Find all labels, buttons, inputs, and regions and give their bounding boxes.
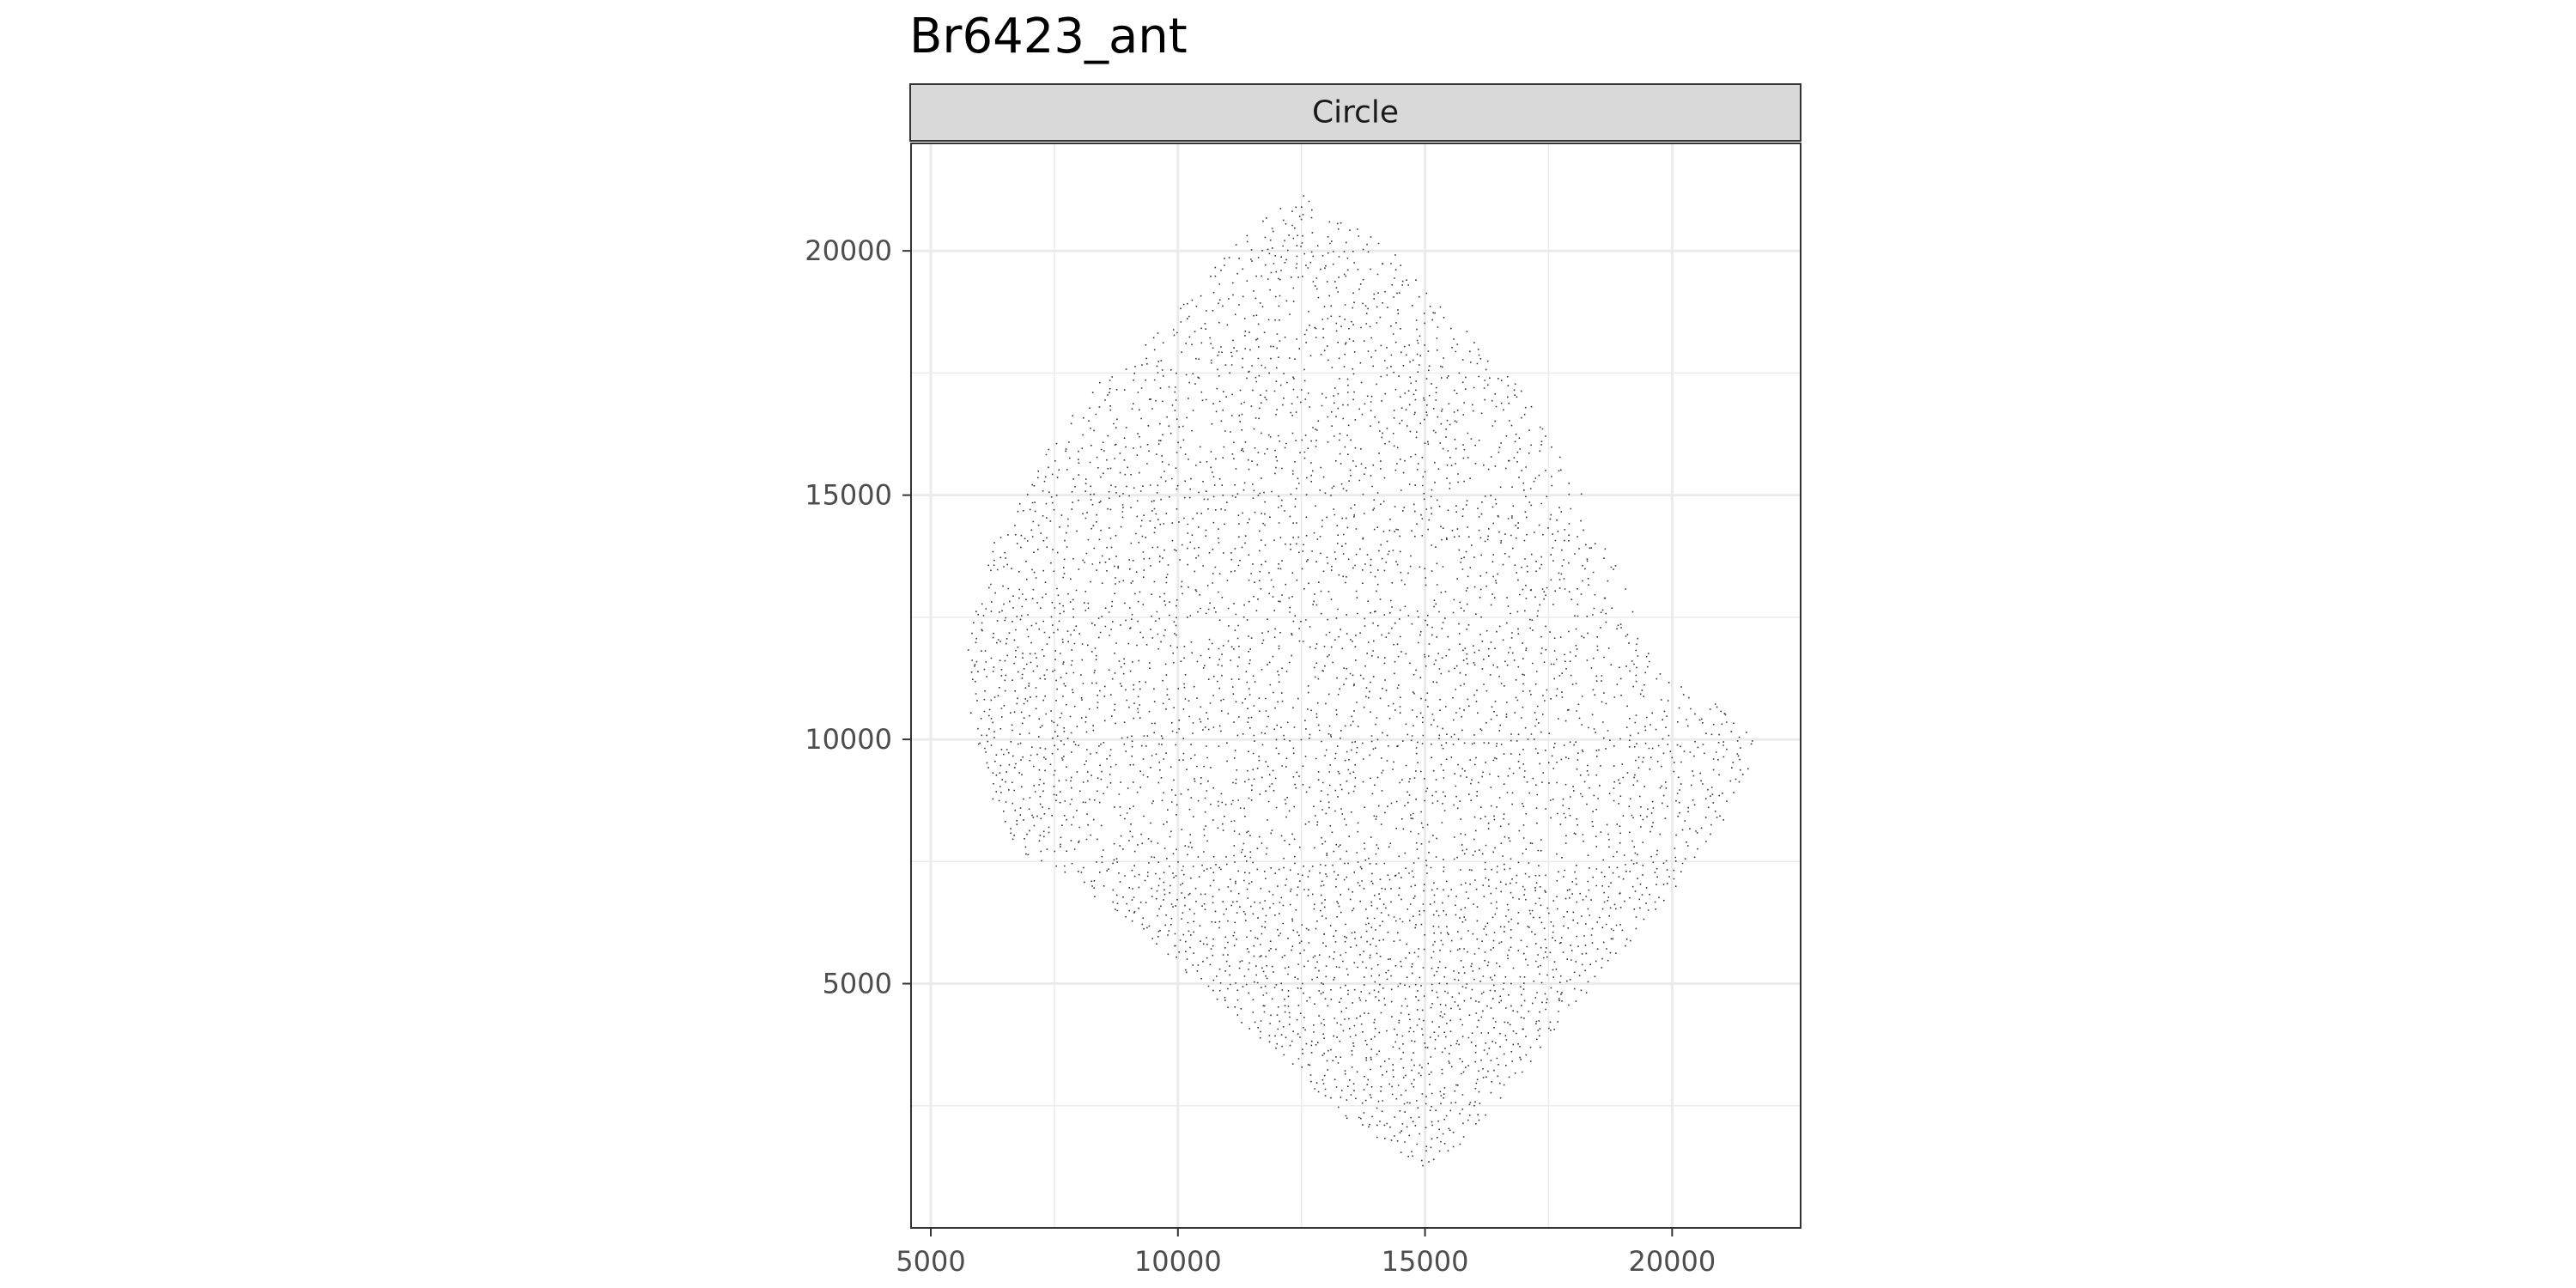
- y-tick-label: 10000: [805, 723, 892, 756]
- y-tick-label: 15000: [805, 479, 892, 512]
- data-points: [967, 195, 1753, 1167]
- y-tick-label: 20000: [805, 234, 892, 267]
- facet-label: Circle: [1311, 94, 1400, 131]
- axes: 5000 10000 15000 20000 5000 10000 15000 20000: [805, 234, 1716, 1278]
- data-point-cloud: [967, 195, 1753, 1167]
- facet-strip: Circle: [909, 83, 1801, 142]
- y-tick-label: 5000: [823, 968, 892, 1000]
- plot-title: Br6423_ant: [909, 9, 1188, 64]
- x-tick-label: 15000: [1382, 1245, 1469, 1278]
- x-tick-label: 20000: [1628, 1245, 1716, 1278]
- grid-lines: [911, 143, 1801, 1228]
- panel-border: [910, 143, 1801, 1229]
- x-tick-label: 5000: [896, 1245, 965, 1278]
- x-tick-label: 10000: [1134, 1245, 1222, 1278]
